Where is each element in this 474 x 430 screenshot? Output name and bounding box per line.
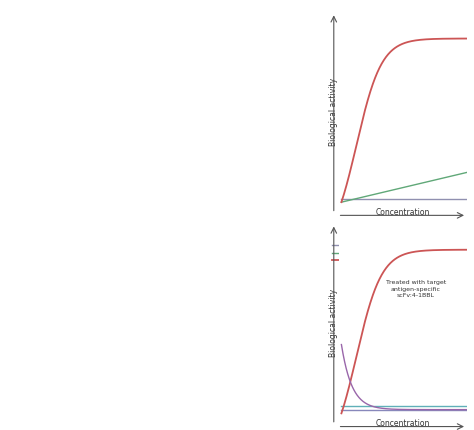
- Line: Oligomeric 4-1BBL: Oligomeric 4-1BBL: [341, 40, 467, 203]
- Line: Target antigen⁺ cells alone: Target antigen⁺ cells alone: [341, 345, 467, 410]
- Line: 4-1BB⁺ + target antigen⁺ cells: 4-1BB⁺ + target antigen⁺ cells: [341, 250, 467, 413]
- X-axis label: Concentration: Concentration: [376, 418, 430, 427]
- Target antigen⁺ cells alone: [430, 407, 436, 412]
- 4-1BB⁺ + target antigen⁺ cells: [430, 248, 436, 253]
- Y-axis label: Biological activity: Biological activity: [328, 289, 337, 356]
- 4-1BB⁺ cells alone: [380, 403, 385, 408]
- Hexameric 4-1BBL: [338, 200, 344, 205]
- X-axis label: Concentration: Concentration: [376, 208, 430, 217]
- Trimeric 4-1BBL: [338, 197, 344, 202]
- 4-1BB⁺ cells alone: [430, 403, 436, 408]
- Target antigen⁺ cells alone: [338, 342, 344, 347]
- Trimeric 4-1BBL: [354, 197, 359, 202]
- Trimeric 4-1BBL: [380, 197, 385, 202]
- 4-1BB⁺ cells alone: [388, 403, 394, 408]
- Line: Hexameric 4-1BBL: Hexameric 4-1BBL: [341, 173, 467, 203]
- Hexameric 4-1BBL: [388, 188, 394, 194]
- Oligomeric 4-1BBL: [338, 200, 344, 205]
- 4-1BB⁻ cells alone: [430, 408, 436, 413]
- Target antigen⁺ cells alone: [429, 407, 435, 412]
- Hexameric 4-1BBL: [430, 178, 436, 184]
- Oligomeric 4-1BBL: [380, 61, 385, 66]
- Oligomeric 4-1BBL: [430, 37, 436, 43]
- 4-1BB⁺ + target antigen⁺ cells: [429, 248, 435, 253]
- Trimeric 4-1BBL: [418, 197, 423, 202]
- Target antigen⁺ cells alone: [464, 407, 470, 412]
- 4-1BB⁺ cells alone: [429, 403, 435, 408]
- 4-1BB⁺ + target antigen⁺ cells: [418, 249, 423, 254]
- 4-1BB⁻ cells alone: [464, 408, 470, 413]
- Hexameric 4-1BBL: [354, 197, 359, 202]
- 4-1BB⁻ cells alone: [354, 408, 359, 413]
- Target antigen⁺ cells alone: [418, 407, 423, 412]
- Hexameric 4-1BBL: [464, 170, 470, 175]
- 4-1BB⁻ cells alone: [418, 408, 423, 413]
- 4-1BB⁺ + target antigen⁺ cells: [338, 411, 344, 416]
- Oligomeric 4-1BBL: [354, 143, 359, 148]
- Legend: Trimeric 4-1BBL, Hexameric 4-1BBL, Oligomeric 4-1BBL: Trimeric 4-1BBL, Hexameric 4-1BBL, Oligo…: [332, 244, 406, 263]
- Text: Treated with target
antigen-specific
scFv:4-1BBL: Treated with target antigen-specific scF…: [385, 280, 446, 298]
- Target antigen⁺ cells alone: [388, 406, 394, 412]
- Oligomeric 4-1BBL: [388, 49, 394, 55]
- Oligomeric 4-1BBL: [429, 37, 435, 43]
- Oligomeric 4-1BBL: [464, 37, 470, 42]
- 4-1BB⁻ cells alone: [338, 408, 344, 413]
- 4-1BB⁺ + target antigen⁺ cells: [380, 272, 385, 277]
- 4-1BB⁻ cells alone: [388, 408, 394, 413]
- Target antigen⁺ cells alone: [380, 406, 385, 411]
- 4-1BB⁻ cells alone: [380, 408, 385, 413]
- 4-1BB⁺ cells alone: [354, 403, 359, 408]
- 4-1BB⁻ cells alone: [429, 408, 435, 413]
- Hexameric 4-1BBL: [429, 179, 435, 184]
- 4-1BB⁺ + target antigen⁺ cells: [354, 353, 359, 359]
- Hexameric 4-1BBL: [380, 190, 385, 196]
- Oligomeric 4-1BBL: [418, 38, 423, 43]
- Y-axis label: Biological activity: Biological activity: [328, 78, 337, 146]
- 4-1BB⁺ cells alone: [338, 403, 344, 408]
- Trimeric 4-1BBL: [388, 197, 394, 202]
- Trimeric 4-1BBL: [464, 197, 470, 202]
- 4-1BB⁺ cells alone: [464, 403, 470, 408]
- Target antigen⁺ cells alone: [354, 392, 359, 397]
- Hexameric 4-1BBL: [418, 181, 423, 187]
- Trimeric 4-1BBL: [430, 197, 436, 202]
- Trimeric 4-1BBL: [429, 197, 435, 202]
- 4-1BB⁺ + target antigen⁺ cells: [388, 260, 394, 265]
- 4-1BB⁺ cells alone: [418, 403, 423, 408]
- Text: (b): (b): [397, 292, 409, 301]
- 4-1BB⁺ + target antigen⁺ cells: [464, 248, 470, 253]
